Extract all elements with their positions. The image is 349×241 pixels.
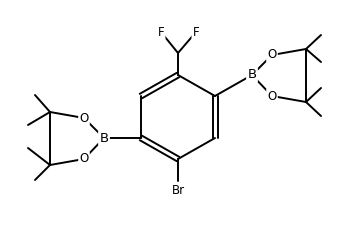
Text: F: F bbox=[193, 26, 199, 39]
Text: O: O bbox=[79, 112, 89, 125]
Text: B: B bbox=[247, 68, 257, 81]
Text: O: O bbox=[267, 89, 277, 102]
Text: B: B bbox=[99, 132, 109, 145]
Text: O: O bbox=[79, 153, 89, 166]
Text: Br: Br bbox=[171, 185, 185, 198]
Text: F: F bbox=[158, 26, 164, 39]
Text: O: O bbox=[267, 48, 277, 61]
